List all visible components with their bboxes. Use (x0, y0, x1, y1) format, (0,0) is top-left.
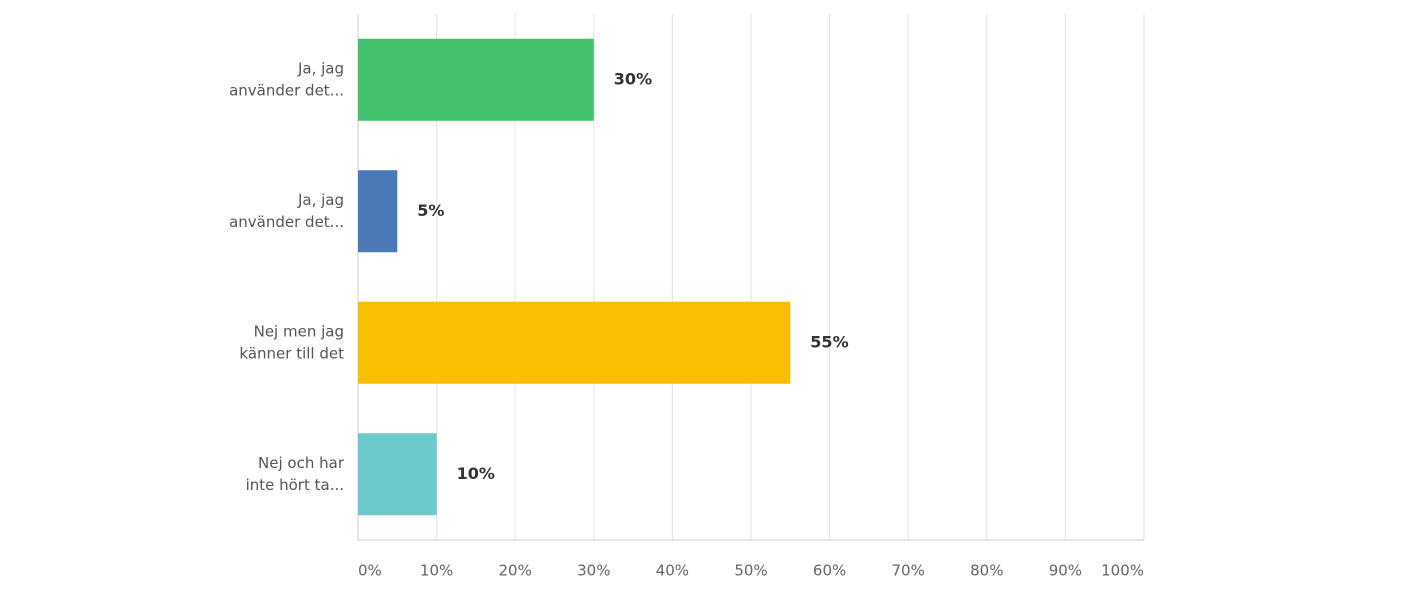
x-tick-label: 70% (892, 562, 925, 580)
x-tick-label: 100% (1101, 562, 1144, 580)
x-tick-label: 50% (734, 562, 767, 580)
value-label: 30% (614, 69, 652, 88)
x-tick-label: 0% (358, 562, 382, 580)
x-tick-label: 40% (656, 562, 689, 580)
value-label: 5% (417, 201, 444, 220)
category-label: använder det... (229, 81, 344, 99)
x-tick-label: 90% (1049, 562, 1082, 580)
category-label: Ja, jag (297, 191, 344, 209)
value-label: 10% (457, 464, 495, 483)
category-label: Nej och har (258, 454, 345, 472)
x-tick-label: 60% (813, 562, 846, 580)
category-label: inte hört ta... (246, 476, 344, 494)
category-label: använder det... (229, 213, 344, 231)
bar (358, 433, 437, 516)
x-tick-label: 10% (420, 562, 453, 580)
category-label: känner till det (239, 344, 344, 362)
bar (358, 38, 594, 121)
value-label: 55% (810, 332, 848, 351)
x-tick-label: 80% (970, 562, 1003, 580)
x-tick-label: 20% (499, 562, 532, 580)
category-label: Ja, jag (297, 59, 344, 77)
bar (358, 170, 398, 253)
x-tick-label: 30% (577, 562, 610, 580)
category-label: Nej men jag (254, 322, 344, 340)
bar (358, 301, 791, 384)
